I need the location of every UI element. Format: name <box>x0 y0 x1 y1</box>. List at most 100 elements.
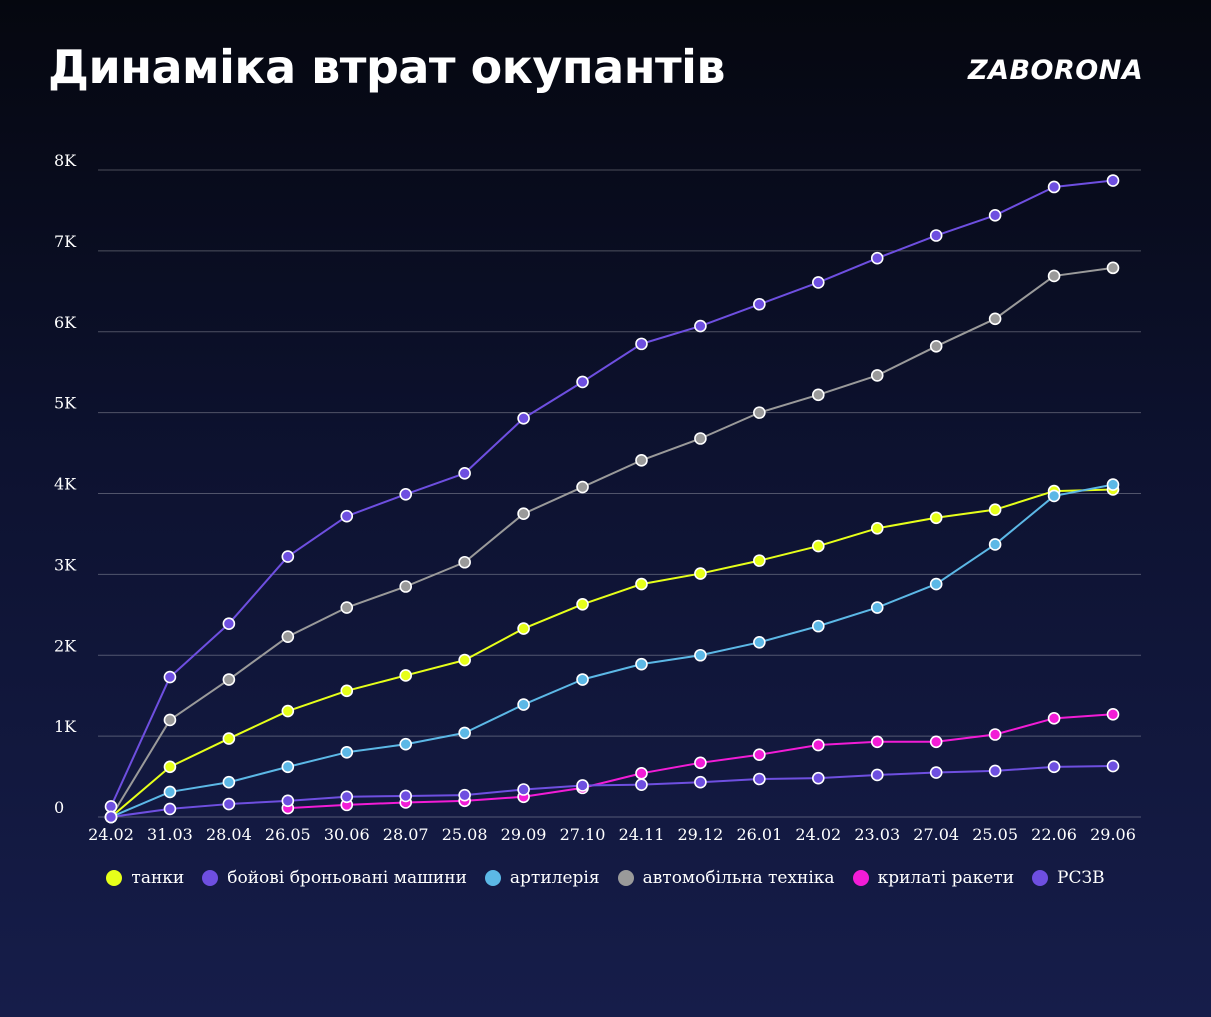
x-tick-label: 28.04 <box>206 825 252 844</box>
data-point <box>340 509 354 523</box>
line-chart: 0 1K 2K 3K 4K 5K 6K 7K 8K 24.02 31.03 28.04 26.05 30… <box>54 151 1136 844</box>
data-point <box>163 760 177 774</box>
x-tick-label: 25.05 <box>972 825 1018 844</box>
data-point <box>870 251 884 265</box>
data-point <box>1106 707 1120 721</box>
data-point <box>222 617 236 631</box>
data-point <box>281 704 295 718</box>
data-point <box>694 432 707 445</box>
data-point <box>517 507 530 521</box>
x-tick-label: 29.06 <box>1090 825 1136 844</box>
data-point <box>281 760 295 774</box>
x-tick-label: 24.11 <box>619 825 665 844</box>
data-point <box>163 670 177 684</box>
data-point <box>222 775 236 789</box>
data-point <box>635 657 648 671</box>
data-point <box>988 538 1002 551</box>
data-point <box>517 411 530 425</box>
legend-item: бойові броньовані машини <box>202 868 467 888</box>
data-point <box>1106 261 1120 275</box>
data-point <box>458 653 471 667</box>
legend-marker <box>617 870 634 886</box>
data-point <box>753 772 766 786</box>
x-tick-label: 23.03 <box>854 825 900 844</box>
data-point <box>222 797 236 811</box>
data-point <box>340 745 354 759</box>
series-lines <box>110 179 1114 818</box>
data-point <box>635 454 648 467</box>
x-tick-label: 22.06 <box>1031 825 1077 844</box>
data-point <box>1047 712 1061 725</box>
data-point <box>870 768 884 782</box>
data-point <box>163 713 177 727</box>
data-point <box>104 810 118 824</box>
data-point <box>576 480 589 494</box>
data-point <box>222 673 236 686</box>
legend-marker <box>202 870 219 886</box>
data-point <box>1047 760 1061 774</box>
data-point <box>988 208 1002 222</box>
legend-label: автомобільна техніка <box>642 868 835 888</box>
legend-marker <box>106 870 123 886</box>
x-tick-label: 24.02 <box>88 825 134 844</box>
legend-item: автомобільна техніка <box>617 868 835 888</box>
series-line <box>110 483 1114 818</box>
data-point <box>929 340 943 353</box>
legend: танки бойові броньовані машини артилерія ав… <box>0 868 1211 888</box>
y-axis-ticks: 0 1K 2K 3K 4K 5K 6K 7K 8K <box>54 151 77 817</box>
data-point <box>517 698 530 711</box>
data-point <box>870 601 884 614</box>
data-point <box>458 466 471 480</box>
data-point <box>399 488 413 501</box>
legend-marker <box>484 870 501 886</box>
data-point <box>517 622 530 635</box>
data-point <box>811 276 825 289</box>
data-point <box>988 764 1002 778</box>
data-point <box>281 794 295 808</box>
data-point <box>811 539 825 553</box>
y-tick-label: 4K <box>54 475 77 494</box>
data-point <box>340 790 354 804</box>
data-point <box>458 788 471 802</box>
data-point <box>399 580 413 593</box>
data-point <box>988 728 1002 741</box>
data-point <box>694 648 707 662</box>
data-point <box>340 684 354 698</box>
data-point <box>870 369 884 382</box>
legend-label: РСЗВ <box>1057 868 1105 888</box>
legend-item: артилерія <box>484 868 600 888</box>
x-tick-label: 27.04 <box>913 825 959 844</box>
data-point <box>1047 269 1061 283</box>
series-line <box>110 488 1114 818</box>
x-tick-label: 28.07 <box>383 825 429 844</box>
data-point <box>811 771 825 785</box>
series-line <box>110 765 1114 818</box>
legend-marker <box>852 870 869 886</box>
data-point <box>929 766 943 779</box>
y-tick-label: 0 <box>54 798 64 817</box>
data-point <box>811 388 825 402</box>
data-point <box>222 732 236 745</box>
data-point <box>163 785 177 799</box>
legend-item: РСЗВ <box>1032 868 1105 888</box>
legend-label: крилаті ракети <box>877 868 1015 888</box>
data-point <box>694 756 707 770</box>
data-point <box>753 636 766 649</box>
data-point <box>576 779 589 792</box>
data-point <box>399 737 413 751</box>
data-point <box>694 775 707 789</box>
x-tick-label: 29.12 <box>678 825 724 844</box>
legend-marker <box>1032 870 1049 886</box>
y-tick-label: 3K <box>54 555 77 574</box>
data-point <box>576 597 589 611</box>
x-tick-label: 26.01 <box>736 825 782 844</box>
data-point <box>694 319 707 333</box>
data-point <box>929 511 943 525</box>
data-point <box>988 312 1002 326</box>
series-line <box>110 266 1114 818</box>
chart-title: Динаміка втрат окупантів <box>48 40 726 94</box>
data-point <box>458 726 471 740</box>
x-tick-label: 30.06 <box>324 825 370 844</box>
data-point <box>929 229 943 242</box>
legend-label: артилерія <box>509 868 600 888</box>
